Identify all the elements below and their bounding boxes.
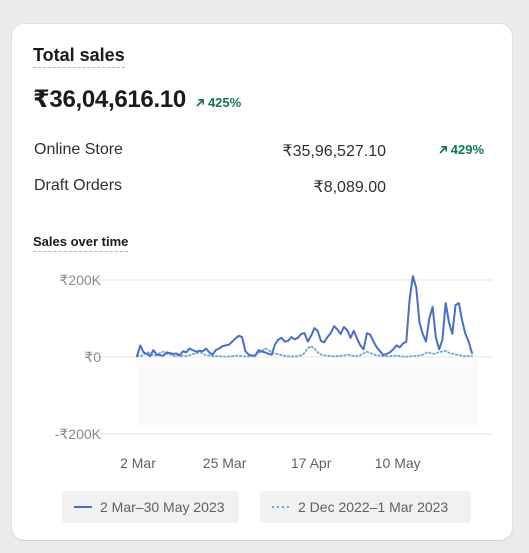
total-change-badge: 425% bbox=[196, 95, 241, 110]
breakdown-label: Online Store bbox=[34, 141, 123, 158]
legend-current[interactable]: 2 Mar–30 May 2023 bbox=[62, 491, 239, 523]
total-row: ₹36,04,616.10 425% bbox=[33, 85, 241, 114]
breakdown-value: ₹8,089.00 bbox=[313, 179, 386, 196]
arrow-up-right-icon bbox=[439, 146, 447, 154]
x-tick-label: 25 Mar bbox=[203, 455, 247, 471]
previous-period-series[interactable] bbox=[136, 345, 473, 358]
breakdown-row-draft-orders: Draft Orders ₹8,089.00 bbox=[33, 177, 485, 213]
x-tick-label: 17 Apr bbox=[291, 455, 332, 471]
y-tick-label: ₹200K bbox=[59, 272, 101, 288]
legend-previous[interactable]: 2 Dec 2022–1 Mar 2023 bbox=[260, 491, 471, 523]
chart-title[interactable]: Sales over time bbox=[33, 234, 129, 252]
plot-area-shade bbox=[137, 361, 478, 428]
sales-breakdown: Online Store ₹35,96,527.10 429% Draft Or… bbox=[33, 141, 485, 213]
arrow-up-right-icon bbox=[196, 99, 204, 107]
x-tick-label: 2 Mar bbox=[120, 455, 156, 471]
total-sales-value: ₹36,04,616.10 bbox=[33, 86, 186, 113]
legend-label: 2 Dec 2022–1 Mar 2023 bbox=[298, 499, 449, 515]
total-sales-card: Total sales ₹36,04,616.10 425% Online St… bbox=[12, 24, 512, 540]
y-tick-label: -₹200K bbox=[55, 426, 102, 442]
card-title[interactable]: Total sales bbox=[33, 45, 125, 68]
current-period-series[interactable] bbox=[136, 275, 473, 358]
breakdown-value: ₹35,96,527.10 bbox=[282, 143, 386, 160]
y-tick-label: ₹0 bbox=[84, 349, 101, 365]
legend-label: 2 Mar–30 May 2023 bbox=[100, 499, 225, 515]
breakdown-change-value: 429% bbox=[450, 142, 484, 157]
solid-line-swatch bbox=[74, 506, 92, 508]
total-change-value: 425% bbox=[207, 95, 242, 110]
breakdown-row-online-store: Online Store ₹35,96,527.10 429% bbox=[33, 141, 485, 177]
breakdown-label: Draft Orders bbox=[34, 177, 123, 194]
dotted-line-swatch bbox=[272, 506, 290, 508]
sales-over-time-chart[interactable]: ₹200K ₹0 -₹200K 2 Mar 25 Mar 17 Apr 10 May bbox=[12, 24, 512, 484]
x-tick-label: 10 May bbox=[375, 455, 421, 471]
breakdown-change-badge: 429% bbox=[439, 142, 484, 157]
